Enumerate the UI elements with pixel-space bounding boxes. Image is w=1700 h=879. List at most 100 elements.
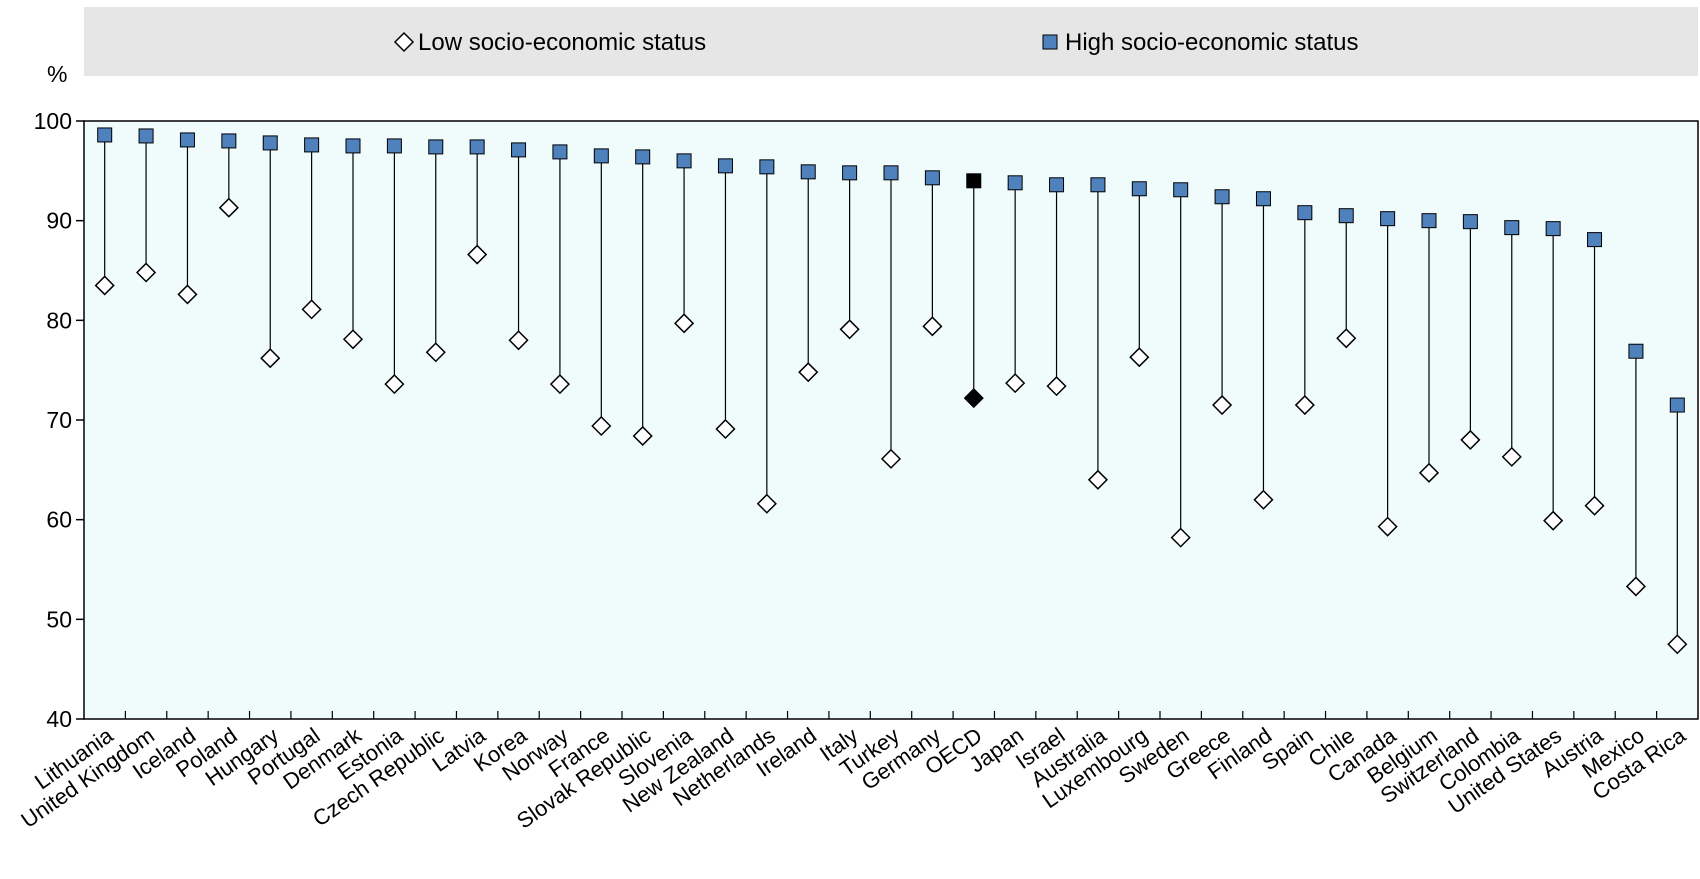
low-status-point xyxy=(467,244,488,265)
low-status-point xyxy=(342,329,364,350)
high-status-point xyxy=(221,133,237,149)
low-status-point xyxy=(839,319,860,340)
high-status-point xyxy=(1173,182,1189,198)
high-status-point xyxy=(1255,191,1271,207)
low-status-point xyxy=(632,425,653,447)
high-status-point xyxy=(676,153,692,169)
high-status-point xyxy=(1297,205,1313,221)
high-status-point xyxy=(593,148,609,164)
legend-item-low: Low socio-economic status xyxy=(393,29,706,56)
high-status-point xyxy=(345,138,361,154)
low-status-point xyxy=(1005,373,1026,394)
high-status-point xyxy=(469,139,485,155)
low-status-point xyxy=(715,418,736,440)
y-tick-label: 60 xyxy=(46,507,72,533)
low-status-point xyxy=(1625,576,1646,597)
high-status-point xyxy=(1628,343,1644,359)
low-status-point xyxy=(384,374,405,395)
high-status-point xyxy=(511,142,527,158)
high-status-point xyxy=(1421,213,1437,229)
low-status-point xyxy=(508,330,529,351)
low-status-markers xyxy=(94,197,1688,655)
high-status-point xyxy=(1669,397,1685,413)
y-tick-label: 70 xyxy=(46,407,72,433)
y-tick-label: 90 xyxy=(46,208,72,234)
low-status-point xyxy=(880,448,902,469)
high-status-point xyxy=(924,170,940,186)
high-status-markers xyxy=(97,127,1685,413)
legend: Low socio-economic status High socio-eco… xyxy=(84,7,1698,76)
legend-label-low: Low socio-economic status xyxy=(418,29,706,56)
y-axis-label: % xyxy=(47,61,67,87)
high-status-point xyxy=(1049,177,1065,193)
high-status-point xyxy=(1131,181,1147,197)
high-status-point xyxy=(304,137,320,153)
high-status-point xyxy=(717,158,733,174)
low-status-point xyxy=(1667,634,1688,655)
high-status-point xyxy=(179,132,195,148)
high-status-point xyxy=(1587,232,1603,248)
legend-diamond-icon xyxy=(393,31,415,53)
high-status-point xyxy=(1380,211,1396,227)
high-status-point xyxy=(883,165,899,181)
y-axis: 40 50 60 70 80 90 100 xyxy=(34,108,84,732)
high-status-point xyxy=(966,173,982,189)
y-tick-label: 100 xyxy=(34,108,72,134)
legend-square-icon xyxy=(1042,34,1058,50)
y-tick-label: 40 xyxy=(46,706,72,732)
high-status-point xyxy=(262,135,278,151)
high-status-point xyxy=(1462,214,1478,230)
low-status-point xyxy=(1294,394,1315,416)
high-status-point xyxy=(1338,208,1354,224)
low-status-point xyxy=(1336,328,1357,349)
low-status-point xyxy=(1377,516,1398,537)
high-status-point xyxy=(635,149,651,165)
high-status-point xyxy=(1545,221,1561,237)
low-status-point xyxy=(260,348,281,369)
low-status-point xyxy=(1087,469,1108,490)
high-status-point xyxy=(138,128,154,144)
low-status-point xyxy=(1129,347,1150,368)
low-status-point xyxy=(1460,429,1481,450)
low-status-point xyxy=(963,388,984,409)
low-status-point xyxy=(425,342,446,363)
legend-background xyxy=(84,7,1698,76)
range-stems xyxy=(104,134,1678,645)
high-status-point xyxy=(552,144,568,160)
low-status-point xyxy=(1253,489,1274,510)
low-status-point xyxy=(549,374,570,395)
low-status-point xyxy=(922,316,943,337)
low-status-point xyxy=(798,362,819,383)
low-status-point xyxy=(674,313,695,334)
low-status-point xyxy=(756,493,777,514)
high-status-point xyxy=(800,164,816,180)
low-status-point xyxy=(1170,527,1191,548)
low-status-point xyxy=(218,197,239,218)
low-status-point xyxy=(177,284,198,305)
high-status-point xyxy=(386,138,402,154)
high-status-point xyxy=(97,127,113,143)
low-status-point xyxy=(301,299,322,320)
low-status-point xyxy=(1212,394,1233,416)
high-status-point xyxy=(1090,177,1106,193)
high-status-point xyxy=(1214,189,1230,205)
low-status-point xyxy=(1046,376,1067,397)
low-status-point xyxy=(1543,510,1564,531)
legend-item-high: High socio-economic status xyxy=(1042,29,1358,56)
high-status-point xyxy=(759,159,775,175)
high-status-point xyxy=(428,139,444,155)
low-status-point xyxy=(591,415,612,437)
y-tick-label: 50 xyxy=(46,606,72,632)
low-status-point xyxy=(1584,495,1605,516)
high-status-point xyxy=(1504,220,1520,236)
low-status-point xyxy=(1418,462,1440,483)
high-status-point xyxy=(842,165,858,181)
high-status-point xyxy=(1007,175,1023,191)
low-status-point xyxy=(94,275,115,296)
legend-label-high: High socio-economic status xyxy=(1065,29,1358,56)
y-tick-label: 80 xyxy=(46,307,72,333)
low-status-point xyxy=(1501,446,1522,467)
x-axis xyxy=(124,711,1658,719)
